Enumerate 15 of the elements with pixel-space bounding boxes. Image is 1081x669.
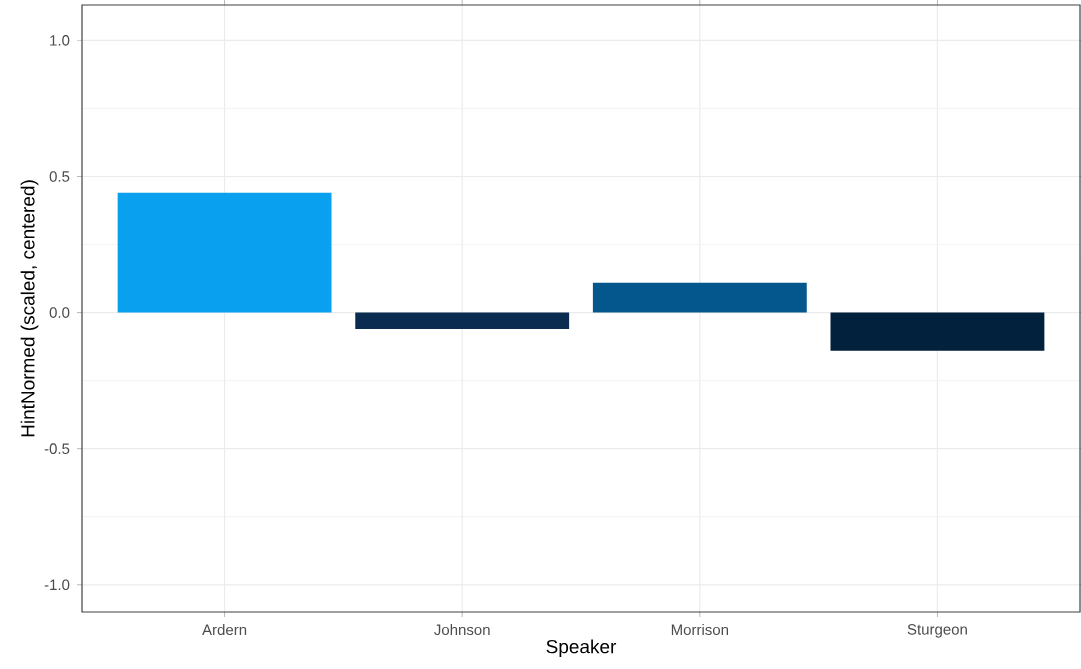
x-axis-title: Speaker [546, 639, 617, 658]
x-tick-label: Morrison [671, 624, 729, 636]
bar [592, 282, 807, 313]
x-tick-label: Johnson [434, 624, 490, 636]
y-tick-label: 0.0 [49, 307, 70, 318]
y-tick-label: -1.0 [44, 579, 70, 591]
y-tick-label: -0.5 [44, 443, 70, 454]
x-tick-label: Ardern [202, 624, 247, 636]
x-tick-label: Sturgeon [907, 624, 967, 638]
bar [117, 192, 332, 313]
bar [830, 312, 1045, 351]
y-axis-title: HintNormed (scaled, centered) [20, 180, 39, 437]
y-tick-label: 0.5 [49, 171, 70, 182]
y-tick-label: 1.0 [50, 35, 70, 46]
bar [355, 312, 570, 329]
